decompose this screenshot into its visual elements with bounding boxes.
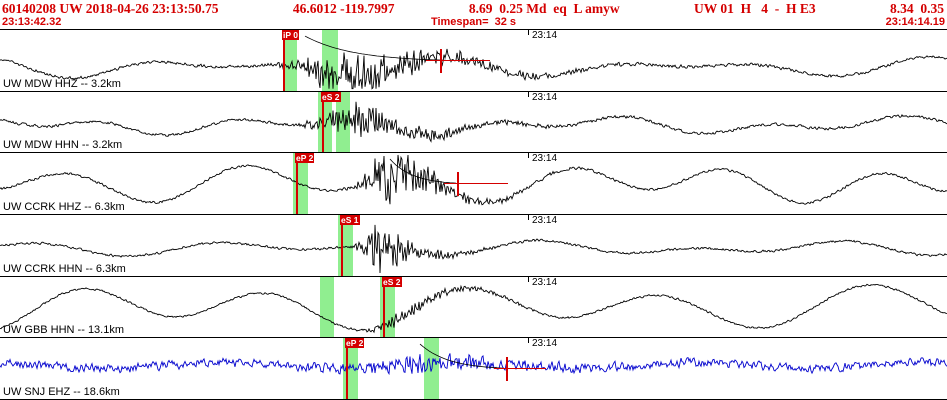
coda-decay-curve bbox=[419, 344, 505, 369]
event-network-flags: UW 01 H 4 - H E3 bbox=[693, 1, 816, 16]
event-coordinates: 46.6012 -119.7997 bbox=[292, 1, 395, 16]
phase-pick-line[interactable] bbox=[296, 153, 298, 215]
seismogram-trace bbox=[0, 101, 947, 143]
station-label: UW CCRK HHN -- 6.3km bbox=[3, 262, 126, 275]
seismogram-trace bbox=[0, 48, 947, 90]
pick-uncertainty-band bbox=[320, 276, 334, 338]
phase-pick-label[interactable]: eP 2 bbox=[295, 153, 315, 164]
trace-row-ccrk-hhn[interactable]: 23:14 UW CCRK HHN -- 6.3km eS 1 bbox=[0, 214, 947, 276]
phase-pick-label[interactable]: eP 2 bbox=[345, 338, 365, 349]
seismogram-trace bbox=[0, 155, 947, 206]
trace-row-ccrk-hhz[interactable]: 23:14 UW CCRK HHZ -- 6.3km eP 2 bbox=[0, 152, 947, 215]
event-header: 60140208 UW 2018-04-26 23:13:50.75 46.60… bbox=[0, 0, 947, 17]
minute-tick-mark bbox=[528, 338, 529, 344]
window-start-time: 23:13:42.32 bbox=[2, 16, 62, 28]
window-end-time: 23:14:14.19 bbox=[885, 16, 945, 28]
coda-decay-curve bbox=[304, 35, 447, 61]
time-axis-header: 23:13:42.32 Timespan= 32 s 23:14:14.19 bbox=[0, 16, 947, 29]
phase-pick-label[interactable]: eS 2 bbox=[321, 91, 341, 102]
phase-pick-label[interactable]: iP 0 bbox=[282, 30, 299, 40]
trace-row-snj-ehz[interactable]: 23:14 UW SNJ EHZ -- 18.6km eP 2 bbox=[0, 337, 947, 400]
waveform bbox=[0, 344, 947, 376]
minute-tick-mark bbox=[528, 215, 529, 221]
station-label: UW MDW HHN -- 3.2km bbox=[3, 139, 123, 152]
phase-pick-line[interactable] bbox=[322, 91, 324, 153]
phase-pick-label[interactable]: eS 2 bbox=[382, 276, 402, 287]
trace-row-mdw-hhn[interactable]: 23:14 UW MDW HHN -- 3.2km eS 2 bbox=[0, 90, 947, 153]
waveform bbox=[0, 283, 947, 334]
phase-pick-line[interactable] bbox=[383, 276, 385, 338]
minute-tick-mark bbox=[528, 30, 529, 35]
event-depth-magnitude: 8.69 0.25 Md eq L amyw bbox=[468, 1, 620, 16]
coda-duration-bar[interactable] bbox=[444, 182, 508, 185]
seismogram-trace bbox=[0, 224, 947, 274]
minute-tick-label: 23:14 bbox=[532, 338, 558, 350]
event-extra-values: 8.34 0.35 bbox=[889, 1, 944, 16]
station-label: UW SNJ EHZ -- 18.6km bbox=[3, 386, 120, 399]
seismogram-trace bbox=[0, 283, 947, 334]
phase-pick-line[interactable] bbox=[346, 338, 348, 400]
trace-row-gbb-hhn[interactable]: 23:14 UW GBB HHN -- 13.1km eS 2 bbox=[0, 275, 947, 338]
trace-panel: 23:14 UW MDW HHZ -- 3.2km iP 0 23:14 UW … bbox=[0, 29, 947, 400]
station-label: UW GBB HHN -- 13.1km bbox=[3, 324, 125, 337]
minute-tick-label: 23:14 bbox=[532, 30, 558, 41]
pick-uncertainty-band bbox=[283, 30, 297, 91]
timespan-label: Timespan= 32 s bbox=[430, 16, 517, 28]
minute-tick-mark bbox=[528, 276, 529, 282]
coda-duration-bar[interactable] bbox=[494, 367, 546, 370]
phase-pick-line[interactable] bbox=[283, 30, 285, 91]
waveform bbox=[0, 224, 947, 274]
pick-uncertainty-band bbox=[336, 91, 350, 153]
minute-tick-label: 23:14 bbox=[532, 276, 558, 288]
minute-tick-mark bbox=[528, 91, 529, 97]
seismogram-trace bbox=[0, 353, 947, 376]
phase-pick-label[interactable]: eS 1 bbox=[340, 215, 360, 226]
station-label: UW CCRK HHZ -- 6.3km bbox=[3, 201, 125, 214]
pick-uncertainty-band bbox=[318, 91, 332, 153]
minute-tick-label: 23:14 bbox=[532, 91, 558, 103]
event-id-datetime: 60140208 UW 2018-04-26 23:13:50.75 bbox=[2, 1, 219, 16]
phase-pick-line[interactable] bbox=[341, 215, 343, 276]
minute-tick-mark bbox=[528, 153, 529, 159]
waveform bbox=[0, 101, 947, 143]
minute-tick-label: 23:14 bbox=[532, 153, 558, 165]
coda-duration-bar[interactable] bbox=[426, 59, 490, 61]
trace-row-mdw-hhz[interactable]: 23:14 UW MDW HHZ -- 3.2km iP 0 bbox=[0, 29, 947, 91]
coda-decay-curve bbox=[389, 159, 457, 184]
waveform bbox=[0, 155, 947, 206]
minute-tick-label: 23:14 bbox=[532, 215, 558, 227]
pick-uncertainty-band bbox=[424, 338, 439, 400]
station-label: UW MDW HHZ -- 3.2km bbox=[3, 77, 121, 90]
